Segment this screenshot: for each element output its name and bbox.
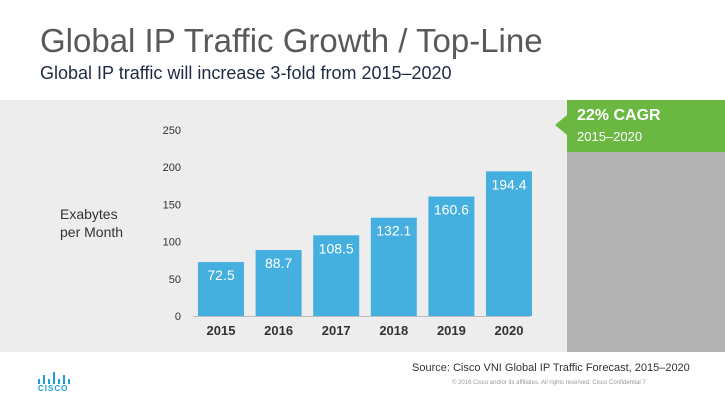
copyright-footer: © 2016 Cisco and/or its affiliates. All …	[452, 380, 646, 386]
cagr-callout: 22% CAGR 2015–2020	[567, 100, 725, 152]
bar-2020	[486, 171, 532, 316]
cagr-callout-pointer	[555, 115, 567, 135]
x-tick-label: 2020	[495, 323, 524, 338]
slide-title: Global IP Traffic Growth / Top-Line	[40, 22, 543, 59]
x-tick-label: 2016	[264, 323, 293, 338]
slide-subtitle: Global IP traffic will increase 3-fold f…	[40, 63, 452, 83]
bar-2015	[198, 262, 244, 316]
y-axis-label-line2: per Month	[60, 224, 124, 240]
bar-value-label: 160.6	[434, 202, 469, 218]
y-tick-label: 200	[163, 162, 181, 174]
cisco-logo-text: CISCO	[38, 384, 69, 393]
bar-2016	[255, 250, 302, 316]
bar-2019	[428, 196, 475, 316]
y-tick-label: 250	[163, 125, 181, 137]
x-tick-label: 2018	[379, 323, 408, 338]
bar-value-label: 132.1	[376, 223, 411, 239]
bar-value-label: 72.5	[207, 267, 234, 283]
bar-2018	[370, 217, 417, 316]
x-tick-label: 2017	[322, 323, 351, 338]
y-tick-label: 0	[175, 311, 181, 323]
y-axis-label: Exabytes per Month	[60, 205, 170, 241]
bar-value-label: 88.7	[265, 255, 292, 271]
cisco-logo-icon	[38, 372, 70, 384]
x-tick-label: 2019	[437, 323, 466, 338]
y-tick-label: 150	[163, 199, 181, 211]
bar-2017	[313, 235, 360, 316]
x-tick-label: 2015	[207, 323, 236, 338]
bar-value-label: 194.4	[491, 176, 526, 192]
y-tick-label: 100	[163, 237, 181, 249]
y-axis-label-line1: Exabytes	[60, 206, 118, 222]
y-tick-label: 50	[169, 274, 181, 286]
cagr-period: 2015–2020	[577, 129, 643, 144]
bar-value-label: 108.5	[319, 240, 354, 256]
source-note: Source: Cisco VNI Global IP Traffic Fore…	[412, 362, 690, 374]
cagr-title: 22% CAGR	[577, 107, 661, 124]
